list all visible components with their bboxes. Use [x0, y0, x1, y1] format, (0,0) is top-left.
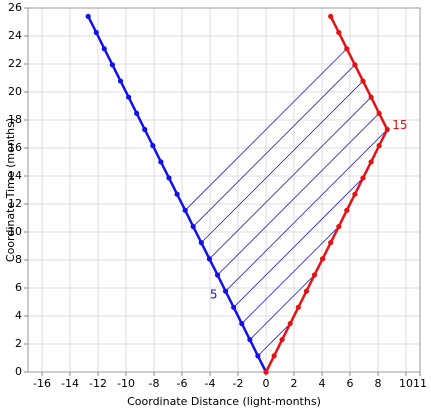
- light-signal: [257, 323, 291, 357]
- point: [336, 223, 342, 230]
- point: [263, 369, 269, 375]
- x-tick-label: -10: [117, 377, 135, 390]
- point: [101, 46, 107, 52]
- y-tick-label: 20: [8, 85, 22, 98]
- y-tick-label: 8: [15, 253, 22, 266]
- annotation: 5: [210, 288, 218, 302]
- point: [150, 143, 156, 149]
- y-tick-label: 24: [8, 29, 22, 42]
- x-tick-label: -16: [33, 377, 51, 390]
- point: [231, 304, 237, 310]
- annotation: 15: [392, 118, 407, 132]
- point: [344, 207, 350, 213]
- y-tick-label: 22: [8, 57, 22, 70]
- x-tick-label: 2: [291, 377, 298, 390]
- point: [368, 94, 374, 100]
- x-tick-label: -12: [89, 377, 107, 390]
- point: [109, 62, 116, 68]
- x-tick-label: -14: [61, 377, 79, 390]
- point: [142, 126, 148, 133]
- point: [206, 256, 213, 262]
- point: [287, 320, 293, 327]
- point: [328, 13, 334, 19]
- y-tick-label: 18: [8, 113, 22, 126]
- light-signal: [249, 274, 315, 340]
- light-signal: [233, 177, 364, 308]
- y-axis-label: Coordinate Time (months): [4, 118, 17, 262]
- y-tick-label: 10: [8, 225, 22, 238]
- light-signal: [201, 80, 364, 243]
- light-signal: [184, 48, 348, 211]
- point: [303, 288, 310, 294]
- x-tick-label: 6: [347, 377, 354, 390]
- point: [255, 353, 261, 359]
- point: [190, 223, 196, 230]
- x-axis-label: Coordinate Distance (light-months): [127, 395, 321, 408]
- point: [182, 207, 188, 213]
- point: [279, 337, 285, 343]
- point: [158, 159, 164, 165]
- point: [368, 159, 374, 165]
- y-tick-label: 2: [15, 337, 22, 350]
- x-tick-label: -6: [177, 377, 188, 390]
- y-tick-label: 12: [8, 197, 22, 210]
- x-tick-label: 10: [399, 377, 413, 390]
- plot-border: [27, 7, 421, 373]
- point: [198, 240, 204, 246]
- y-tick-label: 0: [15, 365, 22, 378]
- point: [344, 46, 350, 52]
- point: [174, 191, 180, 197]
- point: [117, 78, 124, 84]
- point: [376, 143, 382, 149]
- point: [311, 272, 318, 278]
- point: [93, 29, 99, 36]
- light-signal: [192, 64, 356, 227]
- point: [271, 353, 277, 359]
- point: [247, 337, 253, 343]
- x-tick-label: 0: [263, 377, 270, 390]
- point: [295, 304, 301, 310]
- light-signal: [241, 226, 340, 324]
- point: [134, 110, 140, 116]
- point: [360, 175, 366, 181]
- y-tick-label: 14: [8, 169, 22, 182]
- point: [384, 126, 390, 133]
- point: [352, 62, 358, 68]
- point: [85, 13, 91, 19]
- light-signal: [217, 112, 380, 276]
- y-tick-label: 6: [15, 281, 22, 294]
- point: [328, 240, 334, 246]
- point: [239, 320, 245, 327]
- y-tick-label: 26: [8, 1, 22, 14]
- y-tick-label: 16: [8, 141, 22, 154]
- light-signal: [225, 129, 388, 292]
- x-tick-label: 11: [413, 377, 427, 390]
- x-tick-label: 8: [375, 377, 382, 390]
- x-tick-label: -8: [149, 377, 160, 390]
- y-tick-label: 4: [15, 309, 22, 322]
- point: [352, 191, 358, 197]
- point: [336, 29, 342, 36]
- point: [214, 272, 221, 278]
- point: [126, 94, 132, 100]
- point: [319, 256, 326, 262]
- point: [166, 175, 172, 181]
- light-signal: [209, 96, 372, 260]
- point: [360, 78, 366, 84]
- point: [222, 288, 229, 294]
- x-tick-label: -4: [205, 377, 216, 390]
- x-tick-label: -2: [233, 377, 244, 390]
- point: [376, 110, 382, 116]
- x-tick-label: 4: [319, 377, 326, 390]
